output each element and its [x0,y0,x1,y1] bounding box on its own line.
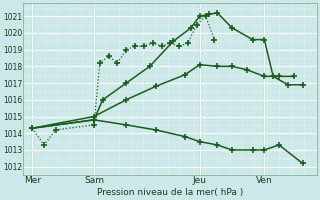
X-axis label: Pression niveau de la mer( hPa ): Pression niveau de la mer( hPa ) [97,188,244,197]
